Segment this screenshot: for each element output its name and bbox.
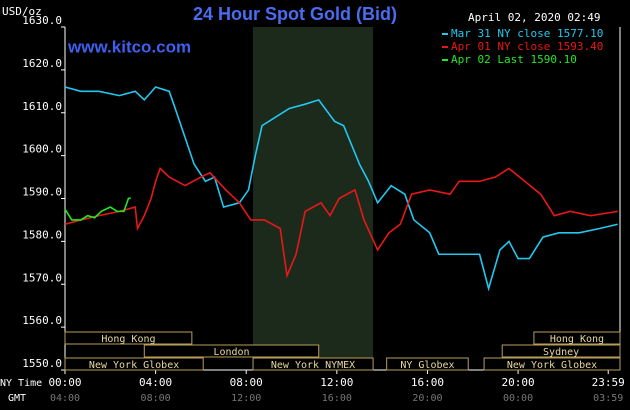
session-label: Hong Kong — [550, 334, 604, 345]
y-tick-label: 1620.0 — [22, 57, 62, 70]
session-label: Hong Kong — [101, 334, 155, 345]
y-tick-label: 1570.0 — [22, 271, 62, 284]
x-tick-label: 23:59 — [592, 376, 625, 389]
watermark: www.kitco.com — [67, 37, 191, 56]
session-bar — [483, 357, 621, 371]
x2-tick-label: 04:00 — [50, 393, 80, 404]
x2-tick-label: 03:59 — [593, 393, 623, 404]
session-label: NY Globex — [400, 360, 454, 371]
session-bar — [64, 331, 193, 345]
x-tick-label: 00:00 — [48, 376, 81, 389]
series-line — [64, 86, 618, 292]
x2-tick-label: 00:00 — [503, 393, 533, 404]
x-tick-label: 16:00 — [411, 376, 444, 389]
session-label: London — [213, 347, 249, 358]
subtitle: April 02, 2020 02:49 — [468, 11, 600, 24]
session-bar — [252, 357, 374, 371]
y-tick-label: 1590.0 — [22, 186, 62, 199]
chart-title: 24 Hour Spot Gold (Bid) — [193, 4, 397, 24]
y-tick-label: 1600.0 — [22, 143, 62, 156]
session-bar — [501, 344, 621, 358]
series-line — [64, 197, 131, 221]
session-bar — [143, 344, 320, 358]
session-label: Sydney — [543, 347, 579, 358]
x2-tick-label: 12:00 — [231, 393, 261, 404]
x-axis-label: NY Time — [0, 378, 42, 389]
x2-tick-label: 08:00 — [141, 393, 171, 404]
x2-tick-label: 20:00 — [412, 393, 442, 404]
x2-axis-label: GMT — [8, 393, 26, 404]
session-bar — [64, 357, 204, 371]
x-tick-label: 08:00 — [230, 376, 263, 389]
y-axis-label: USD/oz — [2, 5, 42, 18]
legend-label: Mar 31 NY close 1577.10 — [451, 27, 603, 40]
y-tick-label: 1580.0 — [22, 228, 62, 241]
y-tick-label: 1560.0 — [22, 314, 62, 327]
legend-label: Apr 01 NY close 1593.40 — [451, 40, 603, 53]
x-tick-label: 12:00 — [320, 376, 353, 389]
x-tick-label: 04:00 — [139, 376, 172, 389]
session-bar — [386, 357, 469, 371]
y-tick-label: 1550.0 — [22, 357, 62, 370]
y-tick-label: 1630.0 — [22, 14, 62, 27]
y-tick-label: 1610.0 — [22, 100, 62, 113]
session-label: New York Globex — [507, 360, 597, 371]
session-label: New York Globex — [89, 360, 179, 371]
x-tick-label: 20:00 — [501, 376, 534, 389]
shaded-region — [253, 27, 374, 370]
session-bar — [533, 331, 621, 345]
series-line — [64, 167, 618, 279]
x2-tick-label: 16:00 — [322, 393, 352, 404]
legend-label: Apr 02 Last 1590.10 — [451, 53, 577, 66]
session-label: New York NYMEX — [271, 360, 355, 371]
